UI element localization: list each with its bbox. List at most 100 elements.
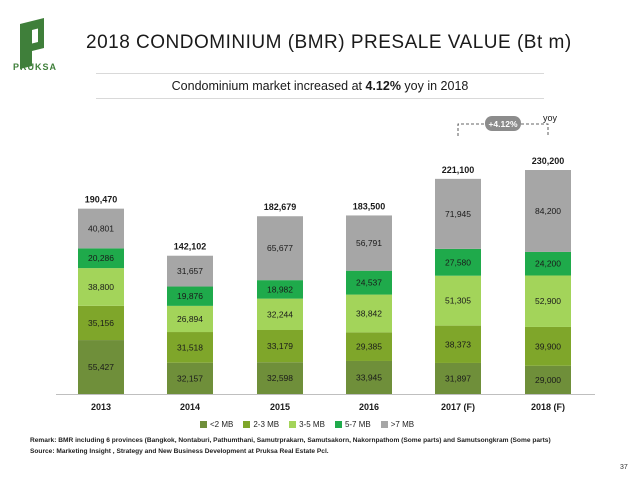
data-label: 33,179 bbox=[267, 341, 293, 351]
bar-segment-23mb-2 bbox=[257, 329, 303, 363]
bar-segment-57mb-1 bbox=[167, 286, 213, 306]
data-label: 71,945 bbox=[445, 209, 471, 219]
data-label: 33,945 bbox=[356, 372, 382, 382]
subtitle-highlight: 4.12% bbox=[365, 79, 401, 93]
bar-segment-57mb-2 bbox=[257, 280, 303, 299]
page-title: 2018 CONDOMINIUM (BMR) PRESALE VALUE (Bt… bbox=[86, 32, 572, 53]
x-tick-label: 2016 bbox=[359, 402, 379, 412]
data-label: 29,000 bbox=[535, 375, 561, 385]
source-text: Source: Marketing Insight , Strategy and… bbox=[30, 448, 329, 455]
stacked-bar-chart: 55,427 35,156 38,800 20,286 40,801 190,470 201… bbox=[56, 113, 595, 412]
x-tick-label: 2013 bbox=[91, 402, 111, 412]
x-tick-label: 2017 (F) bbox=[441, 402, 475, 412]
data-label: 39,900 bbox=[535, 341, 561, 351]
bar-segment-23mb-1 bbox=[167, 332, 213, 363]
bar-segment-7mb-0 bbox=[78, 208, 124, 249]
yoy-badge bbox=[485, 116, 521, 131]
legend-swatch bbox=[334, 421, 342, 428]
legend-item: >7 MB bbox=[380, 420, 415, 429]
x-tick-label: 2015 bbox=[270, 402, 290, 412]
total-label: 230,200 bbox=[532, 156, 565, 166]
bar-segment-35mb-2 bbox=[257, 298, 303, 330]
bar-segment-7mb-2 bbox=[257, 216, 303, 281]
data-label: 35,156 bbox=[88, 318, 114, 328]
bar-segment-2mb-0 bbox=[78, 340, 124, 394]
chart-legend: <2 MB 2-3 MB 3-5 MB 5-7 MB >7 MB bbox=[200, 420, 414, 429]
bar-segment-7mb-1 bbox=[167, 255, 213, 287]
bar-segment-7mb-4 bbox=[435, 178, 481, 249]
legend-swatch bbox=[200, 421, 207, 428]
bar-segment-23mb-5 bbox=[525, 326, 571, 366]
bar-segment-23mb-0 bbox=[78, 305, 124, 341]
legend-item: 3-5 MB bbox=[289, 420, 325, 429]
bar-segment-57mb-5 bbox=[525, 251, 571, 276]
data-label: 32,157 bbox=[177, 373, 203, 383]
total-label: 221,100 bbox=[442, 165, 475, 175]
page-number: 37 bbox=[620, 464, 628, 471]
data-label: 19,876 bbox=[177, 291, 203, 301]
legend-item: 5-7 MB bbox=[334, 420, 371, 429]
data-label: 51,305 bbox=[445, 296, 471, 306]
data-label: 18,982 bbox=[267, 284, 293, 294]
pruksa-logo-icon bbox=[20, 18, 44, 69]
data-label: 40,801 bbox=[88, 224, 114, 234]
bar-segment-2mb-3 bbox=[346, 360, 392, 394]
data-label: 84,200 bbox=[535, 206, 561, 216]
subtitle-prefix: Condominium market increased at bbox=[171, 79, 366, 93]
data-label: 56,791 bbox=[356, 238, 382, 248]
subtitle: Condominium market increased at 4.12% yo… bbox=[96, 75, 544, 97]
total-label: 142,102 bbox=[174, 242, 207, 252]
data-label: 38,373 bbox=[445, 339, 471, 349]
bar-segment-23mb-3 bbox=[346, 332, 392, 361]
data-label: 27,580 bbox=[445, 257, 471, 267]
bar-segment-57mb-0 bbox=[78, 248, 124, 269]
x-tick-label: 2018 (F) bbox=[531, 402, 565, 412]
bar-segment-57mb-3 bbox=[346, 270, 392, 295]
bar-segment-7mb-3 bbox=[346, 215, 392, 271]
bar-segment-2mb-5 bbox=[525, 365, 571, 394]
bar-segment-57mb-4 bbox=[435, 248, 481, 276]
legend-label: <2 MB bbox=[210, 420, 234, 429]
data-label: 26,894 bbox=[177, 314, 203, 324]
data-label: 52,900 bbox=[535, 296, 561, 306]
data-label: 31,657 bbox=[177, 266, 203, 276]
legend-item: 2-3 MB bbox=[243, 420, 279, 429]
remark-text: Remark: BMR including 6 provinces (Bangk… bbox=[30, 437, 551, 444]
data-label: 24,200 bbox=[535, 259, 561, 269]
data-label: 32,244 bbox=[267, 309, 293, 319]
data-label: 32,598 bbox=[267, 373, 293, 383]
bar-segment-35mb-0 bbox=[78, 268, 124, 306]
bar-segment-7mb-5 bbox=[525, 170, 571, 252]
legend-label: 5-7 MB bbox=[344, 420, 371, 429]
bar-segment-35mb-4 bbox=[435, 275, 481, 326]
total-label: 183,500 bbox=[353, 201, 386, 211]
legend-swatch bbox=[289, 421, 297, 428]
legend-label: 3-5 MB bbox=[299, 420, 325, 429]
brand-name: PRUKSA bbox=[12, 62, 57, 72]
bar-segment-2mb-4 bbox=[435, 362, 481, 394]
yoy-badge-text: +4.12% bbox=[488, 119, 518, 129]
legend-swatch bbox=[380, 421, 388, 428]
bar-segment-35mb-3 bbox=[346, 294, 392, 333]
data-label: 55,427 bbox=[88, 362, 114, 372]
data-label: 65,677 bbox=[267, 243, 293, 253]
subtitle-suffix: yoy in 2018 bbox=[400, 79, 469, 93]
total-label: 182,679 bbox=[264, 202, 297, 212]
x-tick-label: 2014 bbox=[180, 402, 200, 412]
data-label: 24,537 bbox=[356, 278, 382, 288]
data-label: 29,385 bbox=[356, 342, 382, 352]
legend-label: >7 MB bbox=[390, 420, 415, 429]
bar-segment-35mb-1 bbox=[167, 305, 213, 333]
title-divider bbox=[96, 73, 544, 74]
bar-segment-2mb-1 bbox=[167, 362, 213, 394]
data-label: 38,800 bbox=[88, 282, 114, 292]
total-label: 190,470 bbox=[85, 195, 118, 205]
yoy-note: yoy bbox=[543, 113, 558, 123]
data-label: 31,897 bbox=[445, 373, 471, 383]
legend-swatch bbox=[243, 421, 251, 428]
data-label: 20,286 bbox=[88, 253, 114, 263]
data-label: 31,518 bbox=[177, 342, 203, 352]
bar-segment-23mb-4 bbox=[435, 325, 481, 363]
legend-item: <2 MB bbox=[200, 420, 233, 429]
subtitle-divider bbox=[96, 98, 544, 99]
